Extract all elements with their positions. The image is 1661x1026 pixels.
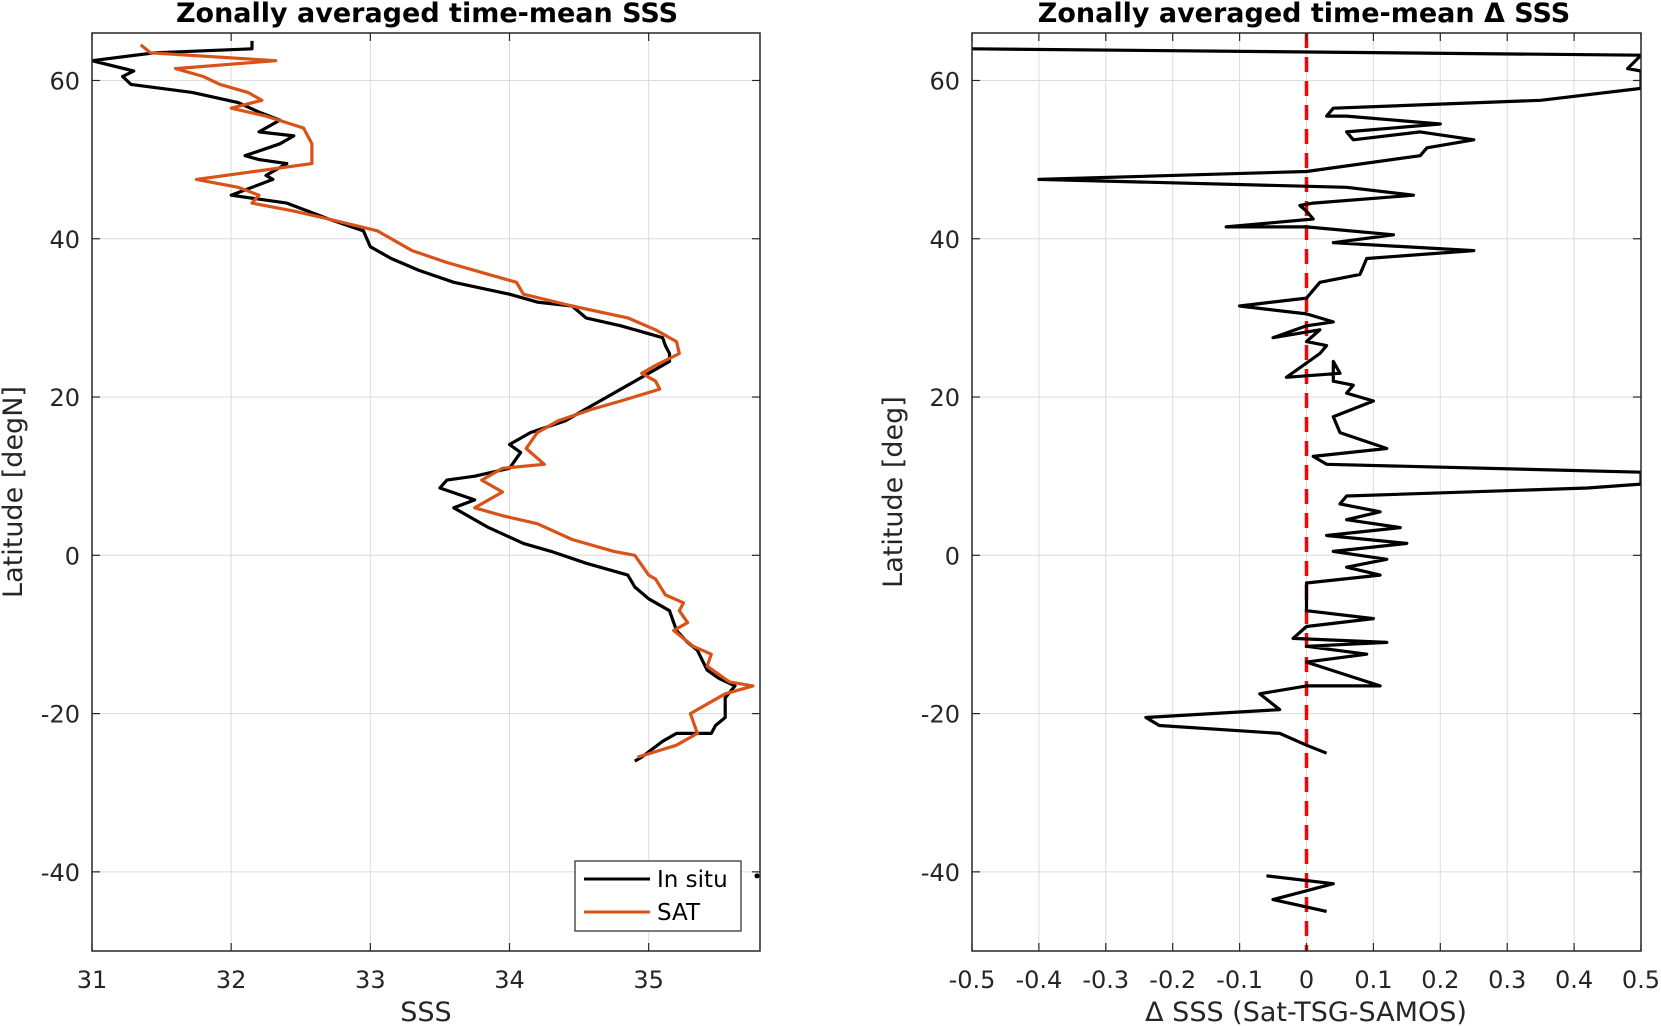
y-tick-label: -20 bbox=[921, 701, 960, 729]
x-tick-label: 34 bbox=[494, 966, 525, 994]
x-tick-label: 35 bbox=[633, 966, 664, 994]
x-tick-label: 33 bbox=[355, 966, 386, 994]
x-tick-label: -0.3 bbox=[1082, 966, 1129, 994]
y-tick-label: 20 bbox=[49, 384, 80, 412]
x-tick-label: 0.1 bbox=[1354, 966, 1392, 994]
x-tick-label: 0.3 bbox=[1488, 966, 1526, 994]
x-axis-label: SSS bbox=[400, 997, 451, 1026]
ticks: -0.5 -0.4 -0.3 -0.2 -0.1 0 0.1 0.2 0.3 0.4 0.5 -40 -… bbox=[921, 33, 1660, 994]
y-tick-label: 60 bbox=[929, 67, 960, 95]
series-line-sat bbox=[139, 43, 755, 759]
x-tick-label: 0.2 bbox=[1421, 966, 1459, 994]
x-tick-label: 31 bbox=[77, 966, 108, 994]
x-tick-label: -0.4 bbox=[1015, 966, 1062, 994]
y-tick-label: 0 bbox=[65, 542, 80, 570]
axes-frame bbox=[91, 32, 761, 952]
delta-sss-chart-panel: Zonally averaged time-mean Δ SSS -0.5 -0.… bbox=[878, 0, 1660, 1026]
y-tick-label: -20 bbox=[41, 701, 80, 729]
series-group bbox=[972, 47, 1641, 913]
chart-title: Zonally averaged time-mean SSS bbox=[176, 0, 678, 29]
legend-box bbox=[574, 860, 742, 932]
y-axis-label: Latitude [deg] bbox=[878, 396, 909, 588]
series-line-1 bbox=[1266, 874, 1335, 913]
legend: In situ SAT bbox=[574, 860, 742, 932]
y-tick-label: 20 bbox=[929, 384, 960, 412]
y-tick-label: 0 bbox=[945, 542, 960, 570]
y-tick-label: 40 bbox=[49, 226, 80, 254]
x-tick-label: 0 bbox=[1299, 966, 1314, 994]
grid bbox=[92, 33, 760, 951]
legend-label-sat: SAT bbox=[657, 900, 701, 926]
x-tick-label: -0.2 bbox=[1149, 966, 1196, 994]
series-line-in-situ bbox=[92, 40, 737, 763]
y-tick-label: 40 bbox=[929, 226, 960, 254]
y-tick-label: 60 bbox=[49, 67, 80, 95]
y-tick-label: -40 bbox=[921, 859, 960, 887]
legend-label-in-situ: In situ bbox=[657, 867, 728, 893]
y-tick-label: -40 bbox=[41, 859, 80, 887]
series-line-0 bbox=[972, 47, 1641, 755]
data-point bbox=[754, 873, 760, 879]
sss-chart-panel: Zonally averaged time-mean SSS 31 32 33 34 3… bbox=[0, 0, 761, 1026]
x-tick-label: 0.4 bbox=[1555, 966, 1593, 994]
x-axis-label: Δ SSS (Sat-TSG-SAMOS) bbox=[1145, 997, 1467, 1026]
series-group bbox=[92, 40, 760, 879]
chart-title: Zonally averaged time-mean Δ SSS bbox=[1038, 0, 1570, 29]
x-tick-label: 32 bbox=[216, 966, 247, 994]
y-axis-label: Latitude [degN] bbox=[0, 386, 29, 598]
x-tick-label: -0.1 bbox=[1216, 966, 1263, 994]
x-tick-label: -0.5 bbox=[949, 966, 996, 994]
ticks: 31 32 33 34 35 -40 -20 0 20 40 60 bbox=[41, 33, 760, 994]
x-tick-label: 0.5 bbox=[1622, 966, 1660, 994]
